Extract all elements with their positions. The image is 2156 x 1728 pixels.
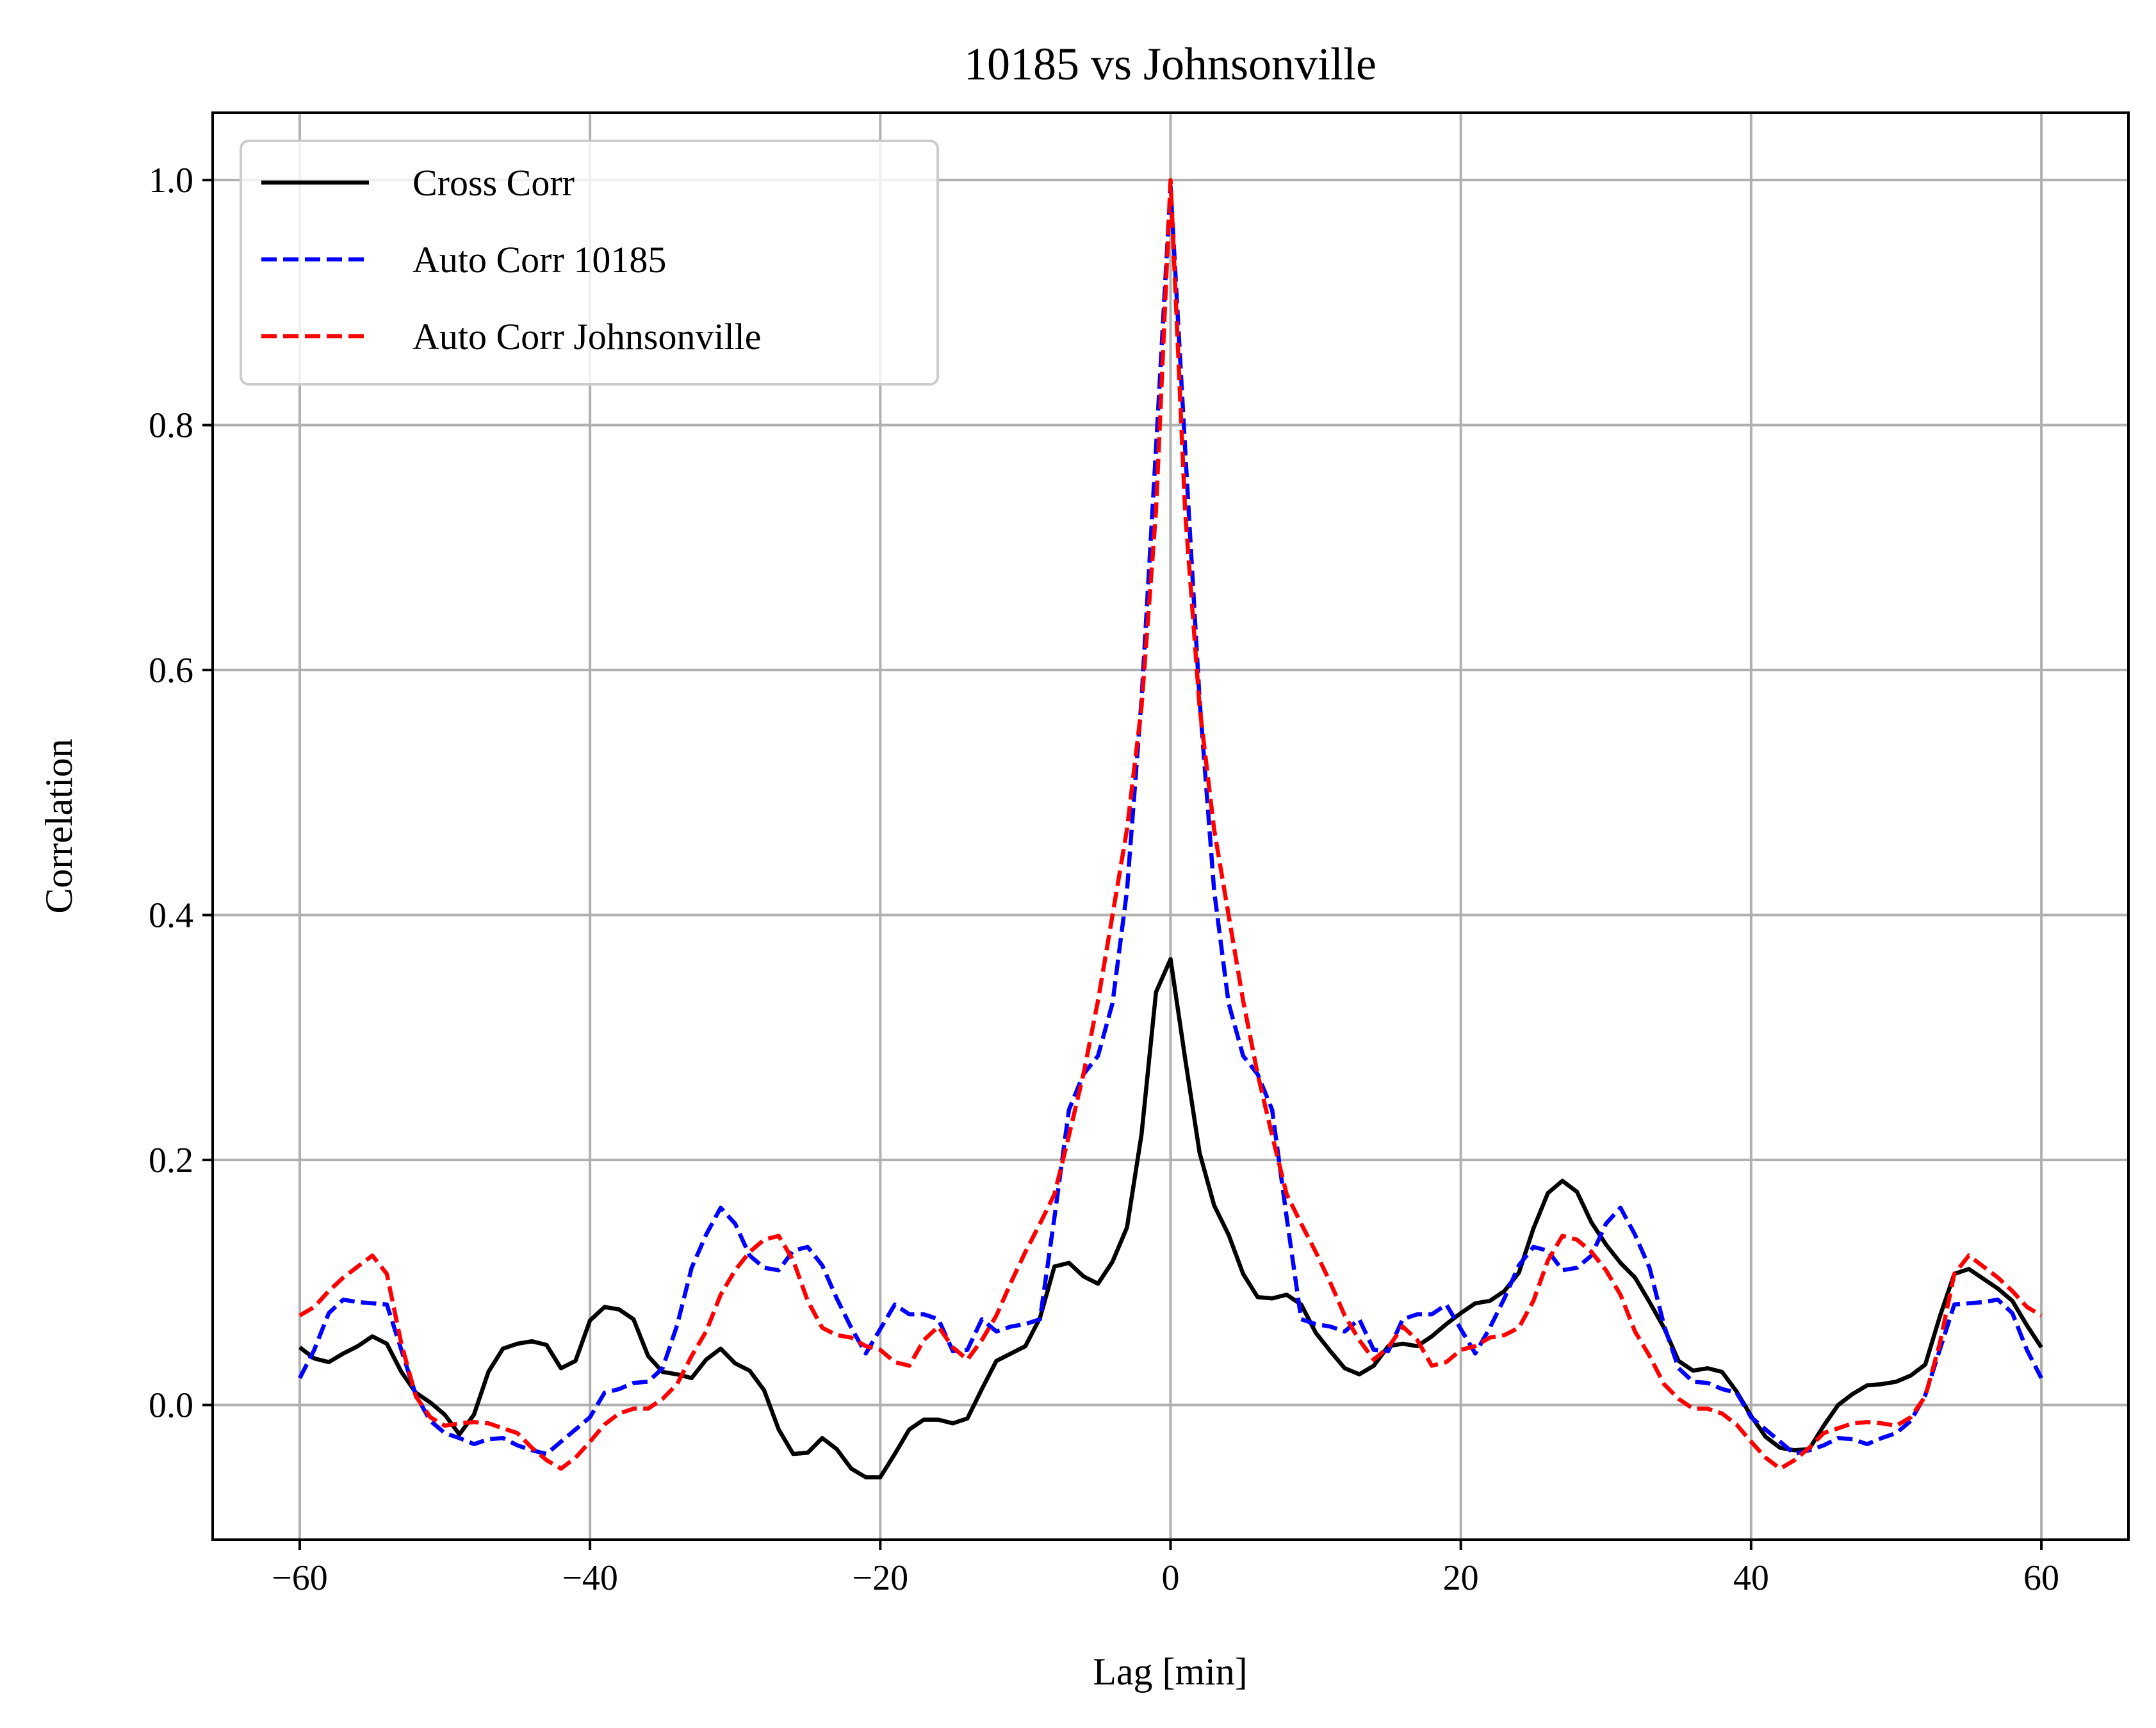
y-tick-label: 1.0 [149,161,193,200]
x-tick-label: −40 [562,1558,618,1598]
y-tick-label: 0.6 [149,651,193,690]
y-tick-label: 0.2 [149,1141,193,1180]
series-line-3 [298,177,2043,1471]
chart-title: 10185 vs Johnsonville [964,38,1376,90]
legend-label: Auto Corr Johnsonville [412,316,762,357]
legend: Cross Corr Auto Corr 10185 Auto Corr Johns… [240,140,939,386]
legend-label: Cross Corr [412,162,575,204]
y-tick-label: 0.4 [149,896,193,936]
x-tick-label: 60 [2023,1558,2059,1598]
x-axis-label: Lag [min] [1093,1651,1248,1693]
x-tick-label: −20 [853,1558,909,1598]
y-axis-label: Correlation [38,738,80,913]
x-tick-label: −60 [272,1558,328,1598]
legend-box [240,140,939,386]
series-layer [298,177,2043,1479]
axis-ticks: −60 −40 −20 0 20 40 60 0.0 0.2 0.4 0.6 0.8 1.0 [149,161,2059,1598]
x-tick-label: 20 [1443,1558,1479,1598]
x-tick-label: 40 [1733,1558,1769,1598]
legend-label: Auto Corr 10185 [412,239,666,281]
y-tick-label: 0.8 [149,406,193,446]
x-tick-label: 0 [1162,1558,1180,1598]
y-tick-label: 0.0 [149,1386,193,1426]
